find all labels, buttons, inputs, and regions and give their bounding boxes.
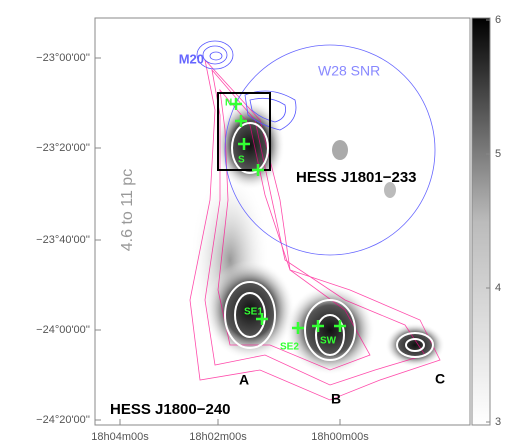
label-m20: M20 bbox=[179, 51, 204, 66]
dec-tick-label: −23°20'00'' bbox=[36, 142, 90, 154]
dec-tick-label: −24°20'00'' bbox=[36, 414, 90, 426]
label-s: S bbox=[238, 155, 245, 166]
dec-tick-label: −23°40'00'' bbox=[36, 234, 90, 246]
colorbar-tick-label: 4 bbox=[495, 282, 501, 294]
label-se1: SE1 bbox=[244, 307, 263, 318]
ra-tick-label: 18h02m00s bbox=[189, 431, 247, 443]
label-se2: SE2 bbox=[280, 342, 299, 353]
label-a: A bbox=[239, 372, 249, 388]
ra-tick-label: 18h00m00s bbox=[311, 431, 369, 443]
label-hess1: HESS J1801−233 bbox=[296, 169, 417, 186]
figure: M20 W28 SNR HESS J1801−233 HESS J1800−24… bbox=[0, 0, 510, 447]
colorbar-tick-label: 6 bbox=[495, 14, 501, 26]
label-w28: W28 SNR bbox=[318, 63, 380, 79]
colorbar-tick-label: 3 bbox=[495, 416, 501, 428]
dec-tick-label: −24°00'00'' bbox=[36, 324, 90, 336]
label-sw: SW bbox=[320, 336, 337, 347]
label-b: B bbox=[331, 391, 341, 407]
scale-label: 4.6 to 11 pc bbox=[119, 169, 136, 251]
label-c: C bbox=[435, 371, 445, 387]
colorbar bbox=[472, 18, 490, 425]
dec-tick-label: −23°00'00'' bbox=[36, 52, 90, 64]
label-n: N bbox=[225, 98, 232, 109]
label-hess2: HESS J1800−240 bbox=[110, 401, 231, 418]
ra-tick-label: 18h04m00s bbox=[91, 431, 149, 443]
colorbar-tick-label: 5 bbox=[495, 148, 501, 160]
